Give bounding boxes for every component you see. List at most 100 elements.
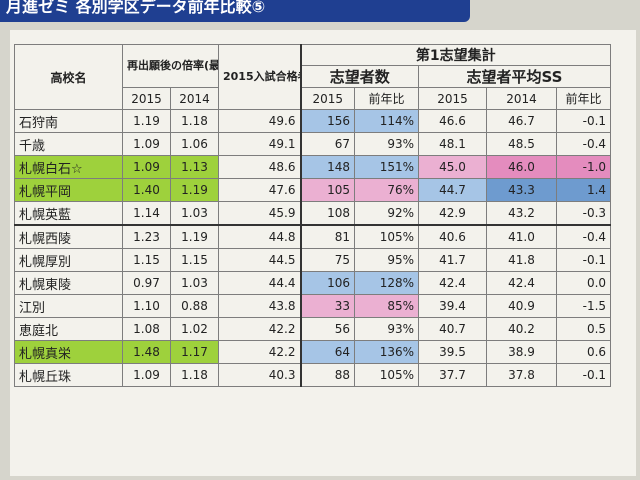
school-name: 札幌東陵: [14, 271, 123, 295]
applicants-2015: 105: [299, 178, 355, 202]
ratio-2015: 1.08: [122, 317, 171, 341]
avg-ss-2015: 42.9: [418, 201, 487, 226]
applicants-yoy: 136%: [354, 340, 419, 364]
table-row: 札幌厚別 1.15 1.15 44.5 75 95% 41.7 41.8 -0.…: [14, 248, 612, 272]
ratio-2015: 1.09: [122, 155, 171, 179]
applicants-yoy: 105%: [354, 224, 419, 249]
ratio-2014: 1.19: [170, 178, 219, 202]
table-row: 札幌東陵 0.97 1.03 44.4 106 128% 42.4 42.4 0…: [14, 271, 612, 295]
applicants-yoy: 128%: [354, 271, 419, 295]
avg-ss-yoy: -0.1: [555, 109, 612, 133]
applicants-2015: 88: [299, 363, 355, 387]
exam-avg-ss: 44.8: [218, 224, 301, 249]
table-row: 恵庭北 1.08 1.02 42.2 56 93% 40.7 40.2 0.5: [14, 317, 612, 341]
ratio-2014: 1.03: [170, 201, 219, 226]
applicants-yoy: 76%: [354, 178, 419, 202]
exam-avg-ss: 42.2: [218, 340, 301, 364]
avg-ss-yoy: -0.4: [555, 224, 612, 249]
applicants-yoy: 151%: [354, 155, 419, 179]
header-exam-avg: 2015入試合格者平均SS: [218, 44, 301, 110]
school-name: 恵庭北: [14, 317, 123, 341]
avg-ss-2014: 46.7: [486, 109, 557, 133]
applicants-yoy: 92%: [354, 201, 419, 226]
avg-ss-yoy: 1.4: [555, 178, 612, 202]
header-applicant-avg: 志望者平均SS: [417, 65, 612, 88]
avg-ss-2015: 46.6: [418, 109, 487, 133]
avg-ss-2015: 39.5: [418, 340, 487, 364]
avg-ss-2015: 37.7: [418, 363, 487, 387]
ratio-2015: 1.09: [122, 363, 171, 387]
avg-ss-2014: 43.3: [486, 178, 557, 202]
school-name: 江別: [14, 294, 123, 318]
applicants-2015: 56: [299, 317, 355, 341]
ratio-2015: 1.15: [122, 248, 171, 272]
applicants-yoy: 93%: [354, 317, 419, 341]
school-name: 札幌白石☆: [14, 155, 123, 179]
applicants-2015: 106: [299, 271, 355, 295]
header-avg-2014: 2014: [486, 87, 557, 110]
exam-avg-ss: 44.5: [218, 248, 301, 272]
avg-ss-2014: 40.2: [486, 317, 557, 341]
header-ratio-2015: 2015: [122, 87, 171, 110]
table-row: 札幌丘珠 1.09 1.18 40.3 88 105% 37.7 37.8 -0…: [14, 363, 612, 387]
avg-ss-2014: 41.8: [486, 248, 557, 272]
avg-ss-yoy: -0.4: [555, 132, 612, 156]
header-ratio: 再出願後の倍率(最終): [122, 44, 219, 88]
ratio-2014: 1.03: [170, 271, 219, 295]
avg-ss-2015: 41.7: [418, 248, 487, 272]
avg-ss-2014: 48.5: [486, 132, 557, 156]
school-name: 千歳: [14, 132, 123, 156]
comparison-table: 高校名 再出願後の倍率(最終) 2015入試合格者平均SS 第1志望集計 志望者…: [14, 44, 612, 387]
banner-title: 月進ゼミ 各別学区データ前年比較⑤: [0, 0, 470, 22]
ratio-2014: 1.15: [170, 248, 219, 272]
header-applicants-2015: 2015: [299, 87, 355, 110]
avg-ss-2015: 40.7: [418, 317, 487, 341]
table-row: 千歳 1.09 1.06 49.1 67 93% 48.1 48.5 -0.4: [14, 132, 612, 156]
avg-ss-2014: 40.9: [486, 294, 557, 318]
ratio-2015: 1.09: [122, 132, 171, 156]
header-applicants: 志望者数: [299, 65, 419, 88]
ratio-2015: 0.97: [122, 271, 171, 295]
applicants-yoy: 93%: [354, 132, 419, 156]
applicants-2015: 108: [299, 201, 355, 226]
exam-avg-ss: 48.6: [218, 155, 301, 179]
ratio-2014: 1.13: [170, 155, 219, 179]
exam-avg-ss: 47.6: [218, 178, 301, 202]
exam-avg-ss: 43.8: [218, 294, 301, 318]
avg-ss-yoy: -0.1: [555, 248, 612, 272]
applicants-2015: 67: [299, 132, 355, 156]
avg-ss-2014: 41.0: [486, 224, 557, 249]
table-row: 札幌真栄 1.48 1.17 42.2 64 136% 39.5 38.9 0.…: [14, 340, 612, 364]
ratio-2015: 1.10: [122, 294, 171, 318]
exam-avg-ss: 49.1: [218, 132, 301, 156]
ratio-2014: 1.19: [170, 224, 219, 249]
avg-ss-2014: 37.8: [486, 363, 557, 387]
exam-avg-ss: 44.4: [218, 271, 301, 295]
avg-ss-yoy: 0.5: [555, 317, 612, 341]
ratio-2014: 1.06: [170, 132, 219, 156]
header-applicants-yoy: 前年比: [354, 87, 419, 110]
avg-ss-yoy: -1.5: [555, 294, 612, 318]
school-name: 札幌丘珠: [14, 363, 123, 387]
avg-ss-2014: 43.2: [486, 201, 557, 226]
exam-avg-ss: 49.6: [218, 109, 301, 133]
ratio-2014: 1.02: [170, 317, 219, 341]
table-row: 札幌英藍 1.14 1.03 45.9 108 92% 42.9 43.2 -0…: [14, 201, 612, 226]
applicants-2015: 75: [299, 248, 355, 272]
table-row: 札幌白石☆ 1.09 1.13 48.6 148 151% 45.0 46.0 …: [14, 155, 612, 179]
exam-avg-ss: 40.3: [218, 363, 301, 387]
ratio-2015: 1.48: [122, 340, 171, 364]
school-name: 札幌真栄: [14, 340, 123, 364]
avg-ss-2015: 48.1: [418, 132, 487, 156]
header-avg-yoy: 前年比: [555, 87, 612, 110]
ratio-2014: 1.18: [170, 109, 219, 133]
ratio-2015: 1.19: [122, 109, 171, 133]
ratio-2014: 1.17: [170, 340, 219, 364]
exam-avg-ss: 42.2: [218, 317, 301, 341]
header-ratio-2014: 2014: [170, 87, 219, 110]
avg-ss-2014: 46.0: [486, 155, 557, 179]
avg-ss-yoy: -0.3: [555, 201, 612, 226]
avg-ss-2015: 42.4: [418, 271, 487, 295]
header-first-choice: 第1志望集計: [299, 44, 612, 66]
header-school: 高校名: [14, 44, 123, 110]
